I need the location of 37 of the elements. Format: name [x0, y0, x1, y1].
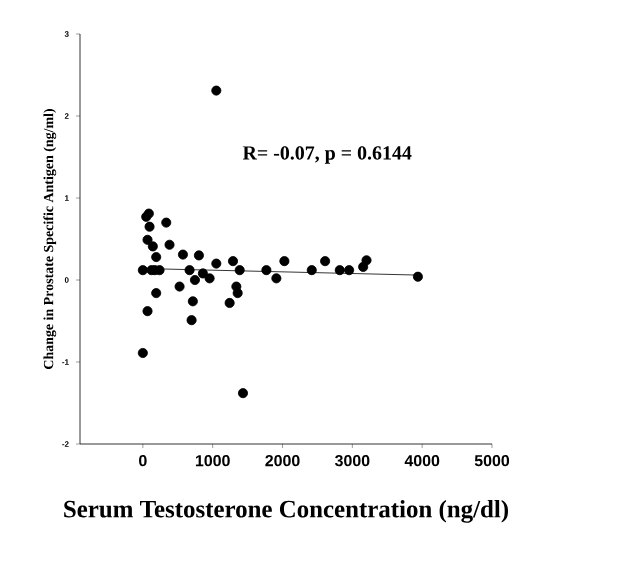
point — [334, 265, 345, 276]
point — [197, 268, 208, 279]
point — [184, 265, 195, 276]
point — [186, 315, 197, 326]
point — [193, 250, 204, 261]
point — [320, 256, 331, 267]
point — [144, 221, 155, 232]
point — [142, 306, 153, 317]
x-axis-title: Serum Testosterone Concentration (ng/dl) — [64, 500, 508, 523]
point — [279, 256, 290, 267]
point — [211, 85, 222, 96]
point — [234, 265, 245, 276]
point — [142, 234, 153, 245]
point — [147, 241, 158, 252]
point — [237, 388, 248, 399]
point — [189, 275, 200, 285]
point — [412, 271, 423, 282]
point — [211, 258, 222, 269]
point — [187, 296, 198, 307]
point — [224, 297, 235, 308]
point — [344, 265, 355, 276]
point — [151, 252, 162, 263]
point — [137, 347, 148, 358]
point — [232, 288, 243, 299]
point — [261, 265, 272, 276]
point — [204, 273, 215, 284]
point — [361, 255, 372, 266]
point — [174, 281, 185, 292]
point — [228, 256, 238, 267]
annotation: R= -0.07, p = 0.6144 — [242, 146, 412, 164]
point — [161, 217, 172, 228]
point — [306, 265, 317, 276]
point — [271, 273, 282, 284]
point — [151, 288, 162, 299]
point — [164, 239, 175, 250]
point — [177, 249, 188, 260]
point — [137, 265, 148, 276]
